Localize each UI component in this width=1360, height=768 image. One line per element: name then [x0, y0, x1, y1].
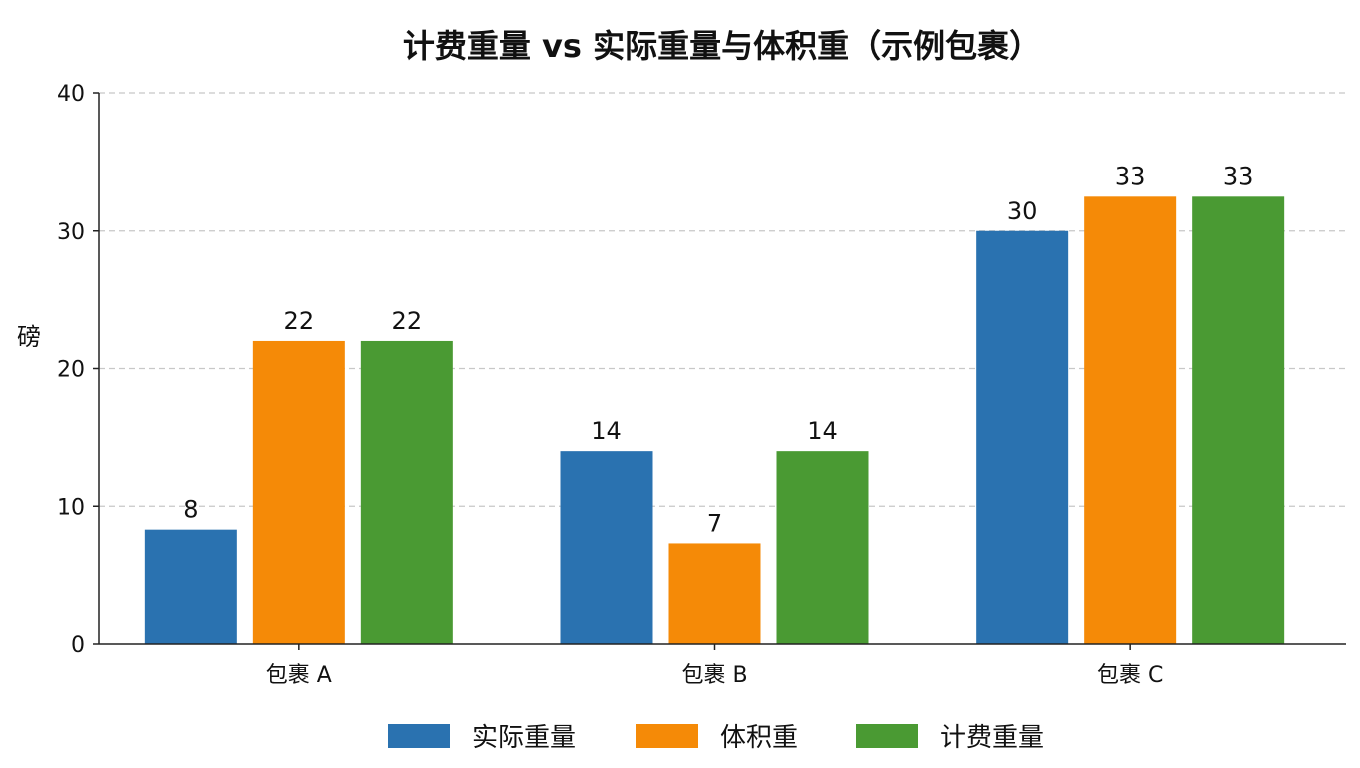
y-tick-label: 30: [57, 220, 85, 245]
bar: [360, 340, 453, 644]
data-label: 22: [284, 307, 315, 335]
data-label: 7: [707, 509, 722, 537]
bar: [560, 451, 653, 644]
y-tick-label: 20: [57, 358, 85, 383]
y-tick-label: 40: [57, 82, 85, 107]
legend-swatch: [636, 724, 698, 748]
legend-swatch: [388, 724, 450, 748]
x-tick-label: 包裹 A: [266, 663, 332, 688]
data-label: 8: [183, 496, 198, 524]
y-ticks: 0 10 20 30 40: [57, 82, 99, 658]
data-label: 14: [807, 417, 838, 445]
bar: [776, 451, 869, 644]
legend: 实际重量 体积重 计费重量: [388, 723, 1044, 753]
x-tick-label: 包裹 C: [1097, 663, 1163, 688]
legend-label: 体积重: [720, 723, 798, 753]
bar: [976, 230, 1069, 644]
data-label: 33: [1115, 162, 1146, 190]
x-ticks: 包裹 A 包裹 B 包裹 C: [266, 644, 1163, 688]
data-labels: 8 22 22 14 7 14 30 33 33: [183, 162, 1253, 537]
bar: [1084, 196, 1177, 644]
bar: [668, 543, 761, 644]
y-tick-label: 0: [71, 633, 85, 658]
bar: [144, 529, 237, 644]
grid-lines: [99, 92, 1346, 507]
legend-swatch: [856, 724, 918, 748]
bar: [1192, 196, 1285, 644]
y-axis-label: 磅: [17, 323, 41, 351]
x-tick-label: 包裹 B: [681, 663, 747, 688]
data-label: 30: [1007, 197, 1038, 225]
legend-label: 计费重量: [940, 723, 1044, 753]
legend-label: 实际重量: [472, 723, 576, 753]
bar: [252, 340, 345, 644]
data-label: 22: [392, 307, 423, 335]
chart-title: 计费重量 vs 实际重量与体积重（示例包裹）: [403, 27, 1041, 65]
bars: [144, 196, 1285, 644]
y-tick-label: 10: [57, 495, 85, 520]
data-label: 14: [591, 417, 622, 445]
data-label: 33: [1223, 162, 1254, 190]
